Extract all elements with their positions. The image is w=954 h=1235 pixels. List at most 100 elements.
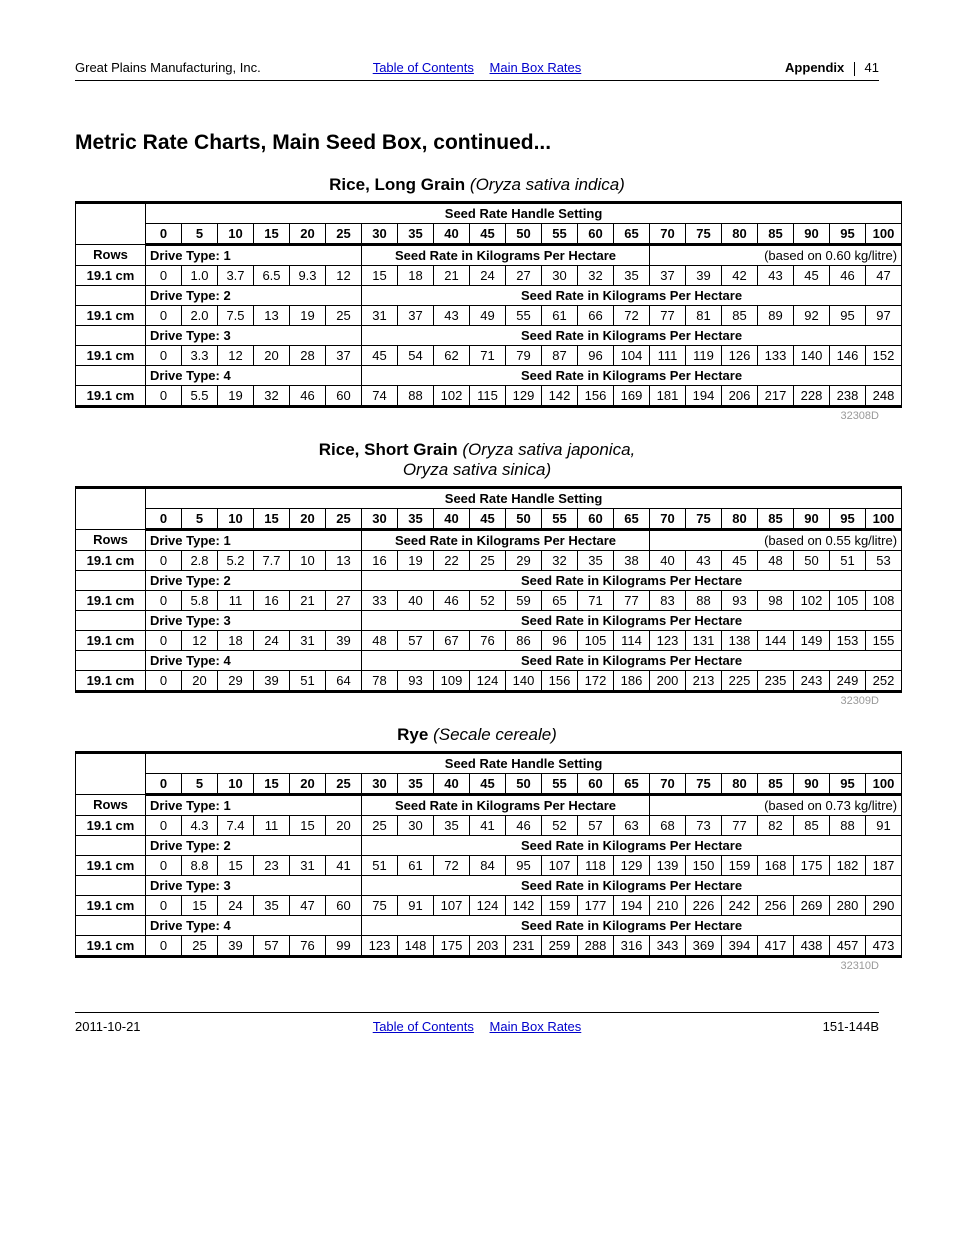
setting-col: 45 bbox=[470, 508, 506, 529]
drive-type-label: Drive Type: 3 bbox=[146, 325, 362, 345]
rate-cell: 91 bbox=[398, 895, 434, 915]
rate-cell: 182 bbox=[830, 855, 866, 875]
rate-cell: 66 bbox=[578, 305, 614, 325]
rate-cell: 119 bbox=[686, 345, 722, 365]
rate-cell: 155 bbox=[866, 630, 902, 650]
setting-col: 55 bbox=[542, 223, 578, 244]
rate-cell: 225 bbox=[722, 670, 758, 691]
rate-cell: 123 bbox=[650, 630, 686, 650]
rows-blank bbox=[76, 915, 146, 935]
rate-cell: 129 bbox=[506, 385, 542, 406]
rate-cell: 42 bbox=[722, 265, 758, 285]
rate-cell: 88 bbox=[398, 385, 434, 406]
rate-cell: 213 bbox=[686, 670, 722, 691]
rate-cell: 50 bbox=[794, 550, 830, 570]
rate-cell: 11 bbox=[254, 815, 290, 835]
rate-cell: 146 bbox=[830, 345, 866, 365]
setting-col: 55 bbox=[542, 773, 578, 794]
rate-cell: 139 bbox=[650, 855, 686, 875]
rate-cell: 48 bbox=[362, 630, 398, 650]
table-ref: 32310D bbox=[75, 960, 879, 972]
footer-date: 2011-10-21 bbox=[75, 1019, 343, 1034]
link-main-box-rates[interactable]: Main Box Rates bbox=[490, 60, 582, 75]
rate-cell: 16 bbox=[254, 590, 290, 610]
rate-cell: 131 bbox=[686, 630, 722, 650]
rate-cell: 15 bbox=[362, 265, 398, 285]
link-toc[interactable]: Table of Contents bbox=[373, 60, 474, 75]
rate-cell: 25 bbox=[362, 815, 398, 835]
rate-cell: 9.3 bbox=[290, 265, 326, 285]
rate-cell: 43 bbox=[758, 265, 794, 285]
setting-col: 85 bbox=[758, 223, 794, 244]
rate-cell: 47 bbox=[866, 265, 902, 285]
rate-cell: 142 bbox=[542, 385, 578, 406]
rate-cell: 52 bbox=[542, 815, 578, 835]
setting-col: 45 bbox=[470, 773, 506, 794]
footer-link-toc[interactable]: Table of Contents bbox=[373, 1019, 474, 1034]
rate-cell: 118 bbox=[578, 855, 614, 875]
rate-cell: 226 bbox=[686, 895, 722, 915]
rate-cell: 72 bbox=[614, 305, 650, 325]
rate-cell: 0 bbox=[146, 305, 182, 325]
rate-cell: 76 bbox=[470, 630, 506, 650]
setting-col: 20 bbox=[290, 508, 326, 529]
rate-cell: 175 bbox=[434, 935, 470, 956]
rate-cell: 0 bbox=[146, 855, 182, 875]
setting-col: 15 bbox=[254, 223, 290, 244]
rate-cell: 369 bbox=[686, 935, 722, 956]
rate-cell: 248 bbox=[866, 385, 902, 406]
rate-cell: 91 bbox=[866, 815, 902, 835]
footer-link-rates[interactable]: Main Box Rates bbox=[490, 1019, 582, 1034]
setting-col: 85 bbox=[758, 508, 794, 529]
header-divider bbox=[854, 62, 855, 76]
rate-cell: 177 bbox=[578, 895, 614, 915]
rate-cell: 194 bbox=[614, 895, 650, 915]
rate-cell: 46 bbox=[434, 590, 470, 610]
rate-cell: 23 bbox=[254, 855, 290, 875]
setting-col: 20 bbox=[290, 773, 326, 794]
rate-cell: 19 bbox=[290, 305, 326, 325]
rate-cell: 107 bbox=[542, 855, 578, 875]
rate-cell: 57 bbox=[398, 630, 434, 650]
rate-cell: 95 bbox=[830, 305, 866, 325]
row-spacing: 19.1 cm bbox=[76, 345, 146, 365]
rate-cell: 74 bbox=[362, 385, 398, 406]
rate-cell: 0 bbox=[146, 935, 182, 956]
rate-cell: 4.3 bbox=[182, 815, 218, 835]
rate-cell: 54 bbox=[398, 345, 434, 365]
seed-rate-label: Seed Rate in Kilograms Per Hectare bbox=[362, 365, 902, 385]
rate-cell: 96 bbox=[542, 630, 578, 650]
rate-cell: 7.5 bbox=[218, 305, 254, 325]
rate-cell: 102 bbox=[794, 590, 830, 610]
rate-cell: 6.5 bbox=[254, 265, 290, 285]
rate-cell: 49 bbox=[470, 305, 506, 325]
rate-cell: 316 bbox=[614, 935, 650, 956]
rate-cell: 18 bbox=[398, 265, 434, 285]
setting-col: 15 bbox=[254, 773, 290, 794]
chart-title-name: Rice, Short Grain bbox=[319, 440, 463, 459]
chart-title-latin-2: Oryza sativa sinica) bbox=[403, 460, 551, 479]
settings-header: Seed Rate Handle Setting bbox=[146, 752, 902, 773]
rate-cell: 5.8 bbox=[182, 590, 218, 610]
rate-cell: 417 bbox=[758, 935, 794, 956]
rate-cell: 25 bbox=[182, 935, 218, 956]
setting-col: 60 bbox=[578, 508, 614, 529]
rate-cell: 150 bbox=[686, 855, 722, 875]
rate-cell: 46 bbox=[830, 265, 866, 285]
rate-cell: 269 bbox=[794, 895, 830, 915]
rate-cell: 0 bbox=[146, 550, 182, 570]
rate-cell: 152 bbox=[866, 345, 902, 365]
page-header: Great Plains Manufacturing, Inc. Table o… bbox=[75, 60, 879, 81]
rate-cell: 60 bbox=[326, 895, 362, 915]
rate-cell: 187 bbox=[866, 855, 902, 875]
setting-col: 5 bbox=[182, 508, 218, 529]
rate-cell: 24 bbox=[218, 895, 254, 915]
setting-col: 100 bbox=[866, 508, 902, 529]
row-spacing: 19.1 cm bbox=[76, 550, 146, 570]
setting-col: 40 bbox=[434, 508, 470, 529]
rate-cell: 39 bbox=[326, 630, 362, 650]
seed-rate-table: Seed Rate Handle Setting0510152025303540… bbox=[75, 751, 902, 958]
rate-cell: 31 bbox=[290, 855, 326, 875]
rate-cell: 97 bbox=[866, 305, 902, 325]
setting-col: 95 bbox=[830, 773, 866, 794]
